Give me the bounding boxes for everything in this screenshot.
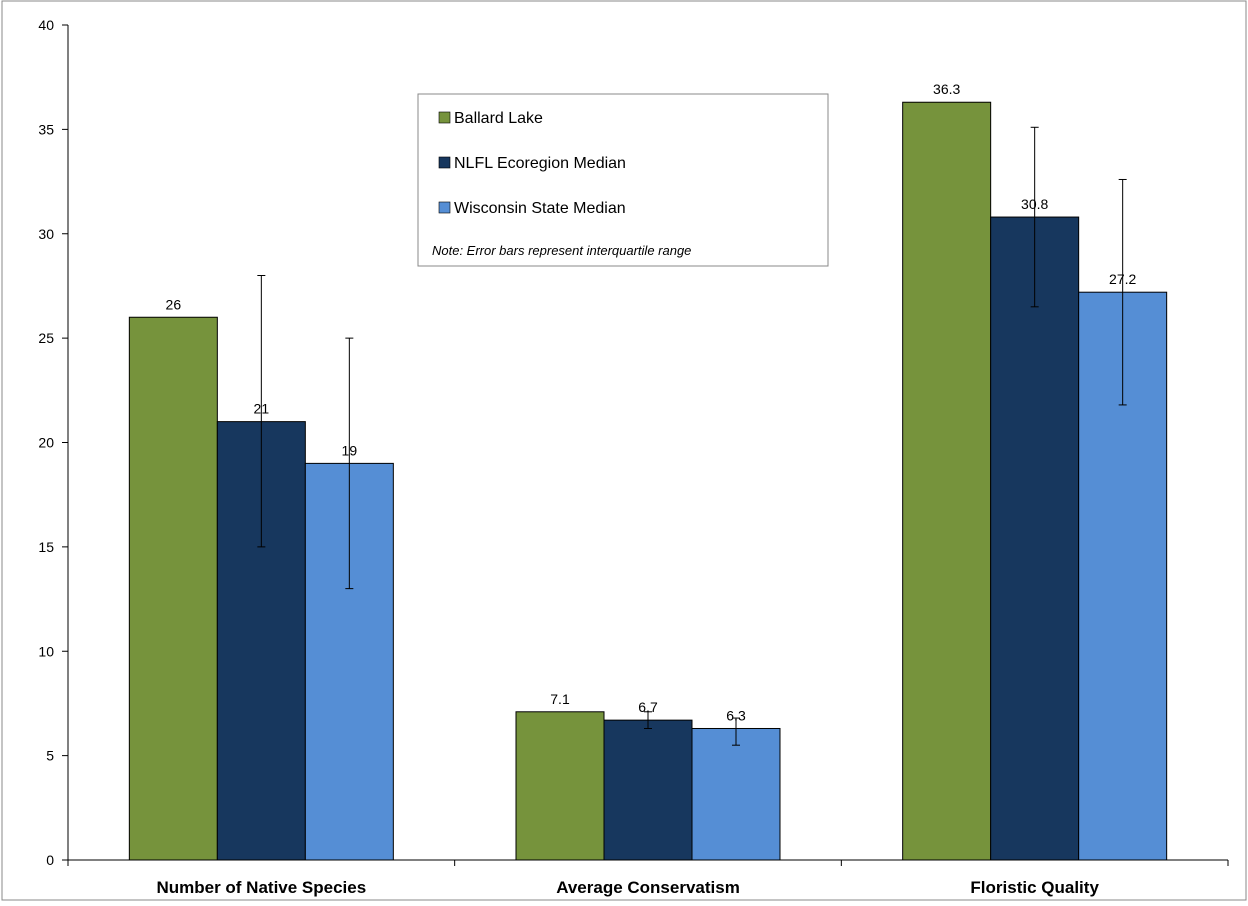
bars-group: 26 7.1 36.3 21 6.7 30.8 19 6.3 27.2 — [128, 81, 1168, 861]
legend-label: Ballard Lake — [454, 110, 543, 127]
legend-swatch — [438, 156, 451, 169]
legend-swatch — [438, 201, 451, 214]
y-tick-label: 5 — [46, 748, 54, 764]
data-label: 6.3 — [726, 707, 746, 723]
data-label: 30.8 — [1021, 196, 1048, 212]
y-tick-label: 0 — [46, 852, 54, 868]
data-label: 27.2 — [1109, 271, 1136, 287]
data-label: 19 — [342, 442, 358, 458]
x-category-label: Number of Native Species — [156, 878, 366, 897]
legend-box — [417, 93, 829, 267]
data-label: 21 — [254, 401, 270, 417]
x-category-label: Floristic Quality — [970, 878, 1099, 897]
y-axis: 0 5 10 15 20 25 30 35 40 — [38, 17, 69, 868]
x-category-label: Average Conservatism — [556, 878, 740, 897]
bar — [990, 216, 1080, 861]
bar — [603, 719, 693, 861]
bar — [691, 727, 781, 861]
legend: Ballard Lake NLFL Ecoregion Median Wiscons… — [417, 93, 829, 267]
legend-label: NLFL Ecoregion Median — [454, 155, 626, 172]
bar — [128, 316, 218, 861]
legend-label: Wisconsin State Median — [454, 200, 626, 217]
x-axis: Number of Native Species Average Conserva… — [67, 859, 1229, 897]
y-tick-label: 40 — [38, 17, 54, 33]
y-tick-label: 10 — [38, 643, 54, 659]
legend-swatch — [438, 111, 451, 124]
data-label: 6.7 — [638, 699, 658, 715]
bar — [902, 101, 992, 861]
y-tick-label: 20 — [38, 435, 54, 451]
bar — [515, 711, 605, 861]
y-tick-label: 30 — [38, 226, 54, 242]
data-label: 26 — [166, 296, 182, 312]
y-tick-label: 25 — [38, 330, 54, 346]
data-label: 36.3 — [933, 81, 960, 97]
legend-note: Note: Error bars represent interquartile… — [432, 243, 691, 258]
y-tick-label: 35 — [38, 121, 54, 137]
y-tick-label: 15 — [38, 539, 54, 555]
data-label: 7.1 — [550, 691, 570, 707]
